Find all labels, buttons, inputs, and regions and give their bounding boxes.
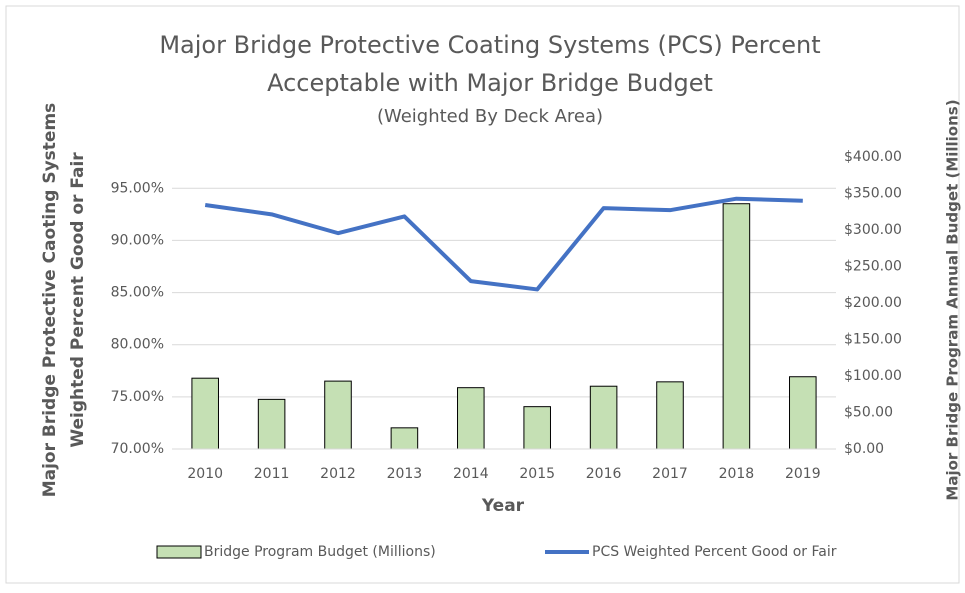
y2-tick-label: $350.00 — [844, 186, 902, 202]
x-tick-label: 2011 — [254, 466, 290, 482]
y2-tick-label: $400.00 — [844, 149, 902, 165]
x-tick-label: 2015 — [519, 466, 555, 482]
chart-subtitle: (Weighted By Deck Area) — [377, 106, 603, 127]
bar — [656, 381, 684, 450]
bar — [589, 385, 618, 450]
x-tick-label: 2019 — [785, 466, 821, 482]
x-tick-label: 2012 — [320, 466, 356, 482]
y-tick-label: 70.00% — [111, 441, 164, 457]
y2-tick-label: $200.00 — [844, 295, 902, 311]
y-tick-label: 95.00% — [111, 180, 164, 196]
y2-axis-title: Major Bridge Program Annual Budget (Mill… — [944, 99, 962, 500]
bar — [523, 406, 551, 450]
y2-tick-label: $300.00 — [844, 222, 902, 238]
legend-label: Bridge Program Budget (Millions) — [204, 544, 436, 560]
x-tick-label: 2017 — [652, 466, 688, 482]
x-tick-label: 2010 — [187, 466, 223, 482]
legend-label: PCS Weighted Percent Good or Fair — [592, 544, 837, 560]
y-tick-label: 80.00% — [111, 337, 164, 353]
bar — [390, 427, 419, 450]
chart-border — [5, 5, 960, 584]
y2-tick-label: $0.00 — [844, 441, 884, 457]
x-tick-label: 2013 — [387, 466, 423, 482]
y-axis-title: Major Bridge Protective Caoting Systems — [40, 103, 60, 498]
y2-tick-label: $100.00 — [844, 368, 902, 384]
legend-swatch — [156, 545, 202, 559]
y-tick-label: 75.00% — [111, 389, 164, 405]
x-axis-title: Year — [481, 496, 525, 516]
bar — [789, 376, 817, 450]
y-tick-label: 90.00% — [111, 232, 164, 248]
bar — [457, 387, 485, 450]
y-tick-label: 85.00% — [111, 285, 164, 301]
y-axis-title: Weighted Percent Good or Fair — [68, 152, 88, 448]
chart-title: Acceptable with Major Bridge Budget — [267, 69, 713, 97]
line — [204, 196, 803, 292]
chart-title: Major Bridge Protective Coating Systems … — [159, 31, 820, 59]
x-tick-label: 2014 — [453, 466, 489, 482]
bar — [257, 398, 286, 450]
x-tick-label: 2016 — [586, 466, 622, 482]
y2-tick-label: $250.00 — [844, 259, 902, 275]
y2-tick-label: $150.00 — [844, 332, 902, 348]
bar — [324, 380, 352, 450]
y2-tick-label: $50.00 — [844, 405, 893, 421]
x-tick-label: 2018 — [719, 466, 755, 482]
bar — [722, 203, 751, 450]
bar — [191, 377, 219, 450]
